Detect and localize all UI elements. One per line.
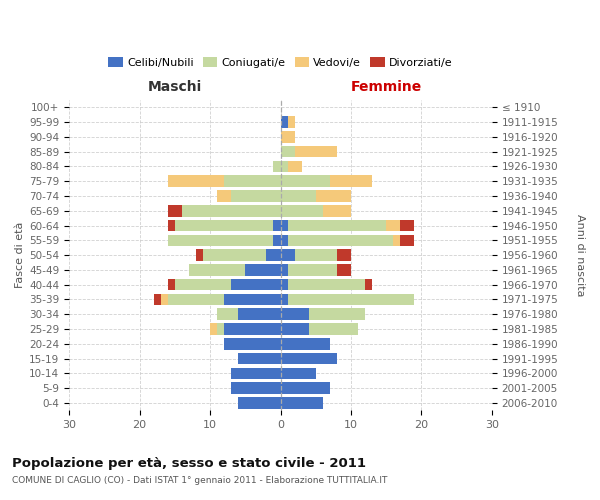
Bar <box>393 234 400 246</box>
Bar <box>330 176 372 187</box>
Bar <box>337 250 351 261</box>
Text: Femmine: Femmine <box>350 80 422 94</box>
Bar <box>196 250 203 261</box>
Bar <box>281 264 287 276</box>
Y-axis label: Fasce di età: Fasce di età <box>15 222 25 288</box>
Bar <box>217 190 231 202</box>
Bar <box>224 294 281 305</box>
Text: Maschi: Maschi <box>148 80 202 94</box>
Bar <box>337 264 351 276</box>
Bar <box>287 264 337 276</box>
Bar <box>238 397 281 408</box>
Bar <box>386 220 400 232</box>
Bar <box>281 116 287 128</box>
Bar <box>217 308 238 320</box>
Y-axis label: Anni di nascita: Anni di nascita <box>575 214 585 296</box>
Bar <box>238 353 281 364</box>
Bar <box>281 205 323 216</box>
Bar <box>175 220 274 232</box>
Bar <box>323 205 351 216</box>
Bar <box>266 250 281 261</box>
Bar <box>281 382 330 394</box>
Bar <box>287 160 302 172</box>
Bar <box>281 176 330 187</box>
Bar <box>245 264 281 276</box>
Bar <box>281 368 316 379</box>
Bar <box>231 368 281 379</box>
Bar <box>400 220 415 232</box>
Bar <box>224 176 281 187</box>
Bar <box>274 234 281 246</box>
Bar <box>281 220 287 232</box>
Bar <box>400 234 415 246</box>
Bar <box>281 308 308 320</box>
Bar <box>281 160 287 172</box>
Bar <box>168 279 175 290</box>
Bar <box>274 160 281 172</box>
Bar <box>210 323 217 335</box>
Bar <box>281 397 323 408</box>
Bar <box>287 234 393 246</box>
Bar <box>231 190 281 202</box>
Bar <box>281 250 295 261</box>
Bar <box>231 382 281 394</box>
Bar <box>295 250 337 261</box>
Bar <box>168 176 224 187</box>
Bar <box>295 146 337 158</box>
Bar <box>281 234 287 246</box>
Bar <box>203 250 266 261</box>
Legend: Celibi/Nubili, Coniugati/e, Vedovi/e, Divorziati/e: Celibi/Nubili, Coniugati/e, Vedovi/e, Di… <box>104 52 457 72</box>
Bar <box>217 323 224 335</box>
Bar <box>316 190 351 202</box>
Bar <box>182 205 281 216</box>
Bar <box>175 279 231 290</box>
Bar <box>281 294 287 305</box>
Bar <box>287 220 386 232</box>
Bar <box>281 323 308 335</box>
Bar <box>281 146 295 158</box>
Bar <box>281 131 295 142</box>
Bar <box>224 323 281 335</box>
Bar <box>281 190 316 202</box>
Text: Popolazione per età, sesso e stato civile - 2011: Popolazione per età, sesso e stato civil… <box>12 458 366 470</box>
Bar <box>154 294 161 305</box>
Bar <box>274 220 281 232</box>
Bar <box>281 353 337 364</box>
Bar <box>281 279 287 290</box>
Bar <box>365 279 372 290</box>
Bar <box>287 294 415 305</box>
Bar <box>287 116 295 128</box>
Bar <box>287 279 365 290</box>
Bar <box>168 294 224 305</box>
Bar <box>281 338 330 349</box>
Bar <box>308 308 365 320</box>
Bar <box>189 264 245 276</box>
Bar <box>161 294 168 305</box>
Bar <box>168 234 274 246</box>
Bar <box>231 279 281 290</box>
Bar <box>238 308 281 320</box>
Text: COMUNE DI CAGLIO (CO) - Dati ISTAT 1° gennaio 2011 - Elaborazione TUTTITALIA.IT: COMUNE DI CAGLIO (CO) - Dati ISTAT 1° ge… <box>12 476 388 485</box>
Bar <box>308 323 358 335</box>
Bar <box>168 205 182 216</box>
Bar <box>168 220 175 232</box>
Bar <box>224 338 281 349</box>
